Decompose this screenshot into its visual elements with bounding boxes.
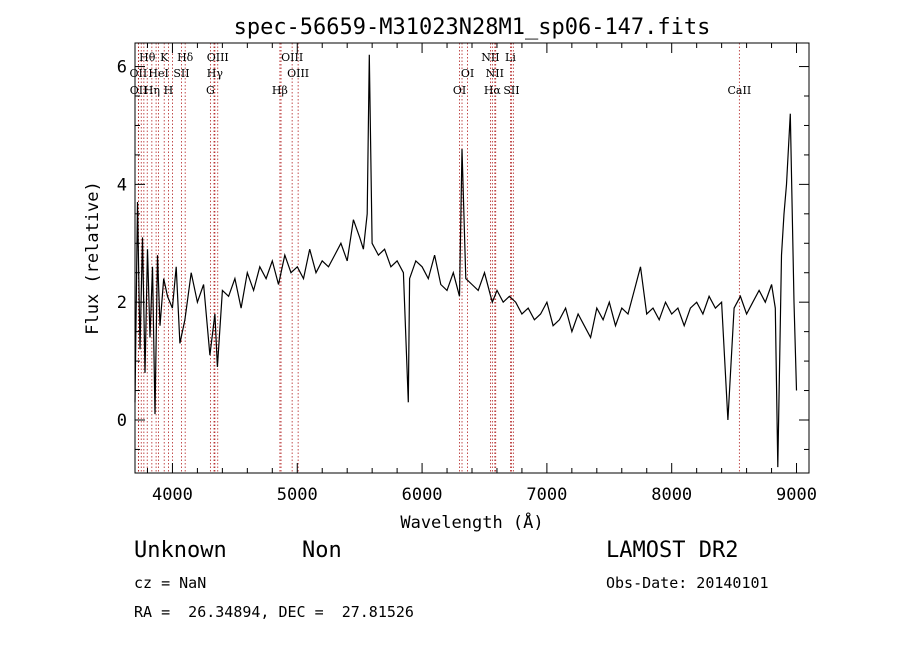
x-tick-label: 9000 [776,485,817,505]
marker-label: Hα [484,84,502,97]
marker-label: CaII [728,84,752,97]
line-markers: Hθ OII OII K HeI Hη H Hδ SII OIII Hγ G OIII OIII Hβ OI O… [130,43,752,473]
marker-label: Hη [144,84,160,97]
axis-ticks: 4000 5000 6000 7000 8000 9000 0 2 4 6 [117,43,817,505]
marker-label: NII [481,51,499,64]
marker-label: Hδ [177,51,194,64]
marker-label: K [160,51,169,64]
class-label: Unknown [134,538,227,563]
marker-label: OII [130,84,148,97]
marker-label: SII [503,84,519,97]
survey-label: LAMOST DR2 [606,538,739,563]
marker-label: OI [461,67,474,80]
y-axis-label: Flux (relative) [83,181,103,335]
chart-title: spec-56659-M31023N28M1_sp06-147.fits [234,15,711,40]
marker-label: NII [486,67,504,80]
marker-label: Hβ [272,84,288,97]
plot-frame [134,42,810,474]
x-tick-label: 8000 [651,485,692,505]
marker-label: OIII [281,51,303,64]
y-tick-label: 6 [117,58,127,78]
marker-label: OIII [287,67,309,80]
marker-label: Hθ [139,51,156,64]
x-tick-label: 7000 [526,485,567,505]
coords-text: RA = 26.34894, DEC = 27.81526 [134,603,414,621]
y-tick-label: 4 [117,175,127,195]
marker-label: SII [173,67,189,80]
marker-label: HeI [148,67,168,80]
spectrum-line [134,54,798,468]
marker-label: H [164,84,174,97]
marker-label: Li [505,51,516,64]
marker-label: G [206,84,215,97]
x-tick-label: 5000 [277,485,318,505]
marker-label: OII [130,67,148,80]
marker-label: OI [453,84,466,97]
x-axis-label: Wavelength (Å) [400,511,543,533]
spectrum-series [134,54,798,468]
subclass-label: Non [302,538,342,563]
marker-label: Hγ [207,67,224,80]
cz-text: cz = NaN [134,574,207,592]
obs-date: Obs-Date: 20140101 [606,574,769,592]
x-tick-label: 4000 [152,485,193,505]
marker-label: OIII [207,51,229,64]
y-tick-label: 2 [117,293,127,313]
x-tick-label: 6000 [402,485,443,505]
y-tick-label: 0 [117,411,127,431]
